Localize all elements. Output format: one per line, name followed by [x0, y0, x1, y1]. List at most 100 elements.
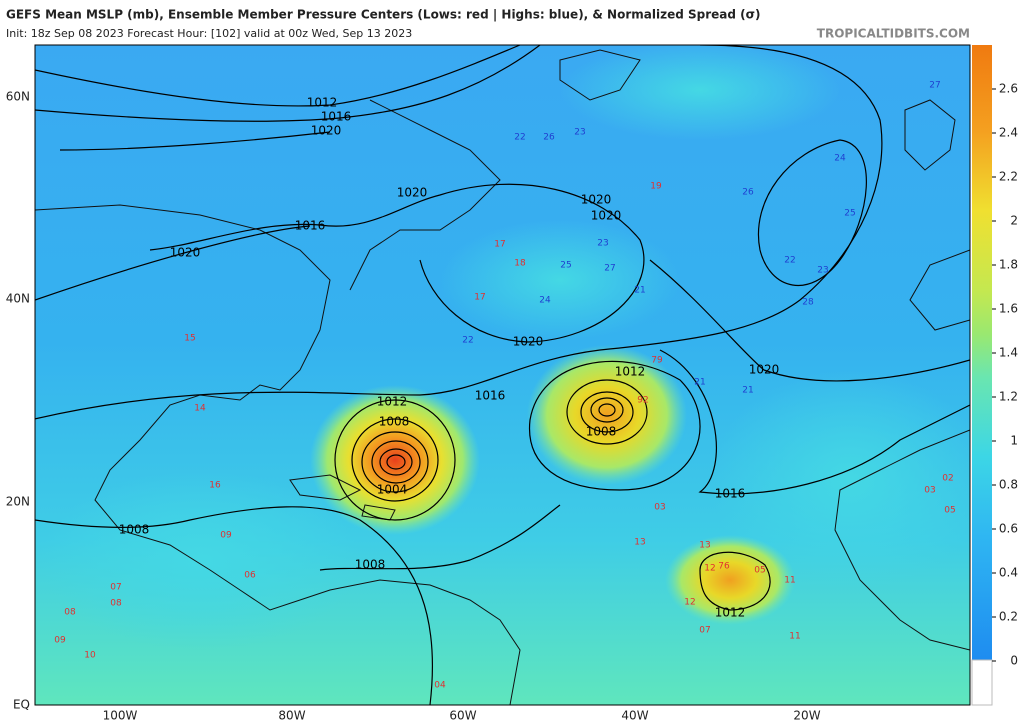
high-center: 27: [604, 264, 615, 274]
lon-label: 40W: [621, 709, 648, 723]
lon-label: 60W: [449, 709, 476, 723]
colorbar-label: 1: [1010, 434, 1018, 448]
spread-max: [527, 345, 687, 485]
isobar-label: 1004: [377, 483, 408, 497]
subtitle: Init: 18z Sep 08 2023 Forecast Hour: [10…: [6, 27, 412, 40]
isobar-label: 1012: [715, 606, 746, 620]
high-center: 23: [574, 128, 585, 138]
high-center: 24: [539, 296, 551, 306]
low-center: 05: [944, 506, 955, 516]
isobar-label: 1012: [377, 395, 408, 409]
isobar-label: 1020: [749, 363, 780, 377]
isobars: [35, 45, 970, 705]
high-center: 25: [844, 209, 855, 219]
map-area: [35, 45, 970, 705]
lat-label: EQ: [13, 698, 30, 712]
high-center: 22: [462, 336, 473, 346]
low-center: 10: [84, 651, 96, 661]
high-center: 22: [514, 133, 525, 143]
high-center: 23: [597, 239, 608, 249]
high-center: 28: [802, 298, 814, 308]
high-center: 26: [742, 188, 754, 198]
isobar-label: 1016: [715, 487, 746, 501]
isobar-label: 1008: [119, 523, 150, 537]
low-center: 09: [54, 636, 66, 646]
spread-patch: [560, 45, 840, 140]
spread-max: [665, 535, 795, 625]
high-center: 24: [834, 154, 846, 164]
low-center: 12: [704, 564, 715, 574]
low-center: 09: [220, 531, 232, 541]
low-center: 04: [434, 681, 446, 691]
high-center: 21: [694, 378, 705, 388]
lat-label: 40N: [6, 292, 30, 306]
spread-patch: [40, 470, 360, 650]
low-center: 17: [474, 293, 485, 303]
colorbar-label: 0.8: [999, 478, 1018, 492]
isobar-label: 1012: [615, 365, 646, 379]
isobar-label: 1020: [581, 193, 612, 207]
low-center: 03: [924, 486, 935, 496]
colorbar-label: 2: [1010, 214, 1018, 228]
lat-label: 20N: [6, 495, 30, 509]
low-center: 07: [699, 626, 710, 636]
title: GEFS Mean MSLP (mb), Ensemble Member Pre…: [6, 8, 760, 22]
low-center: 16: [209, 481, 221, 491]
high-center: 22: [784, 256, 795, 266]
low-center: 05: [754, 566, 765, 576]
low-center: 07: [110, 583, 121, 593]
colorbar-label: 1.2: [999, 390, 1018, 404]
low-center: 08: [64, 608, 76, 618]
spread-patch: [710, 370, 970, 590]
isobar-label: 1012: [307, 96, 338, 110]
colorbar-label: 0.2: [999, 610, 1018, 624]
colorbar-label: 1.4: [999, 346, 1018, 360]
high-center: 27: [929, 81, 940, 91]
isobar-label: 1016: [295, 219, 326, 233]
isobar-label: 1020: [311, 124, 342, 138]
low-center: 06: [244, 571, 256, 581]
low-center: 02: [942, 474, 953, 484]
colorbar-label: 2.4: [999, 126, 1018, 140]
credit: TROPICALTIDBITS.COM: [817, 27, 970, 41]
isobar-label: 1008: [586, 425, 617, 439]
low-center: 79: [651, 356, 663, 366]
low-center: 15: [184, 334, 195, 344]
coastlines: [35, 49, 970, 705]
isobar-label: 1020: [513, 335, 544, 349]
lon-label: 20W: [793, 709, 820, 723]
spread-max: [310, 385, 480, 535]
low-center: 17: [494, 240, 505, 250]
isobar-label: 1008: [379, 415, 410, 429]
colorbar-label: 0.4: [999, 566, 1018, 580]
high-center: 26: [543, 133, 555, 143]
low-center: 03: [654, 503, 665, 513]
low-center: 13: [699, 541, 710, 551]
isobar-label: 1008: [355, 558, 386, 572]
lon-label: 80W: [278, 709, 305, 723]
low-center: 76: [718, 562, 730, 572]
lat-label: 60N: [6, 90, 30, 104]
low-center: 92: [637, 396, 648, 406]
low-center: 14: [194, 404, 206, 414]
low-center: 08: [110, 599, 122, 609]
isobar-label: 1020: [397, 186, 428, 200]
colorbar-label: 0: [1010, 654, 1018, 668]
lon-label: 100W: [103, 709, 138, 723]
low-center: 11: [784, 576, 795, 586]
isobar-label: 1020: [170, 246, 201, 260]
high-center: 25: [560, 261, 571, 271]
isobar-label: 1016: [321, 110, 352, 124]
low-center: 13: [634, 538, 645, 548]
colorbar: [972, 45, 992, 660]
low-center: 18: [514, 259, 526, 269]
high-center: 21: [634, 286, 645, 296]
colorbar-label: 2.6: [999, 82, 1018, 96]
low-center: 19: [650, 182, 662, 192]
colorbar-label: 0.6: [999, 522, 1018, 536]
low-center: 12: [684, 598, 695, 608]
colorbar-label: 1.8: [999, 258, 1018, 272]
colorbar-label: 1.6: [999, 302, 1018, 316]
isobar-label: 1016: [475, 389, 506, 403]
